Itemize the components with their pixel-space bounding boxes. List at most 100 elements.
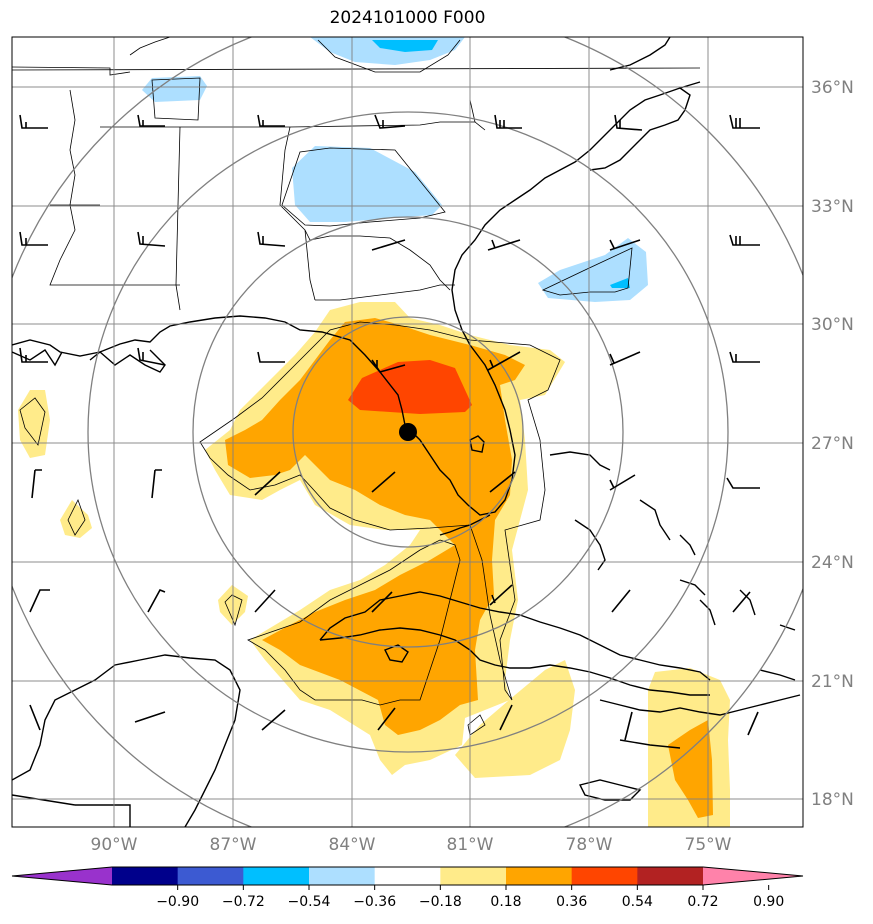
wind-barb [257,351,285,363]
storm-center-marker [399,423,417,441]
wind-barb [137,347,166,366]
wind-barb [19,231,48,246]
colorbar-segment [374,867,441,885]
wind-barbs [19,114,760,741]
range-rings [12,37,803,827]
lon-label: 75°W [685,835,732,855]
wind-barb [489,471,516,493]
wind-barb [609,474,636,491]
contour-fill-orange-main [225,318,525,735]
wind-barb [137,231,166,247]
colorbar-segment [177,867,244,885]
colorbar-label: 0.36 [556,894,587,910]
lon-label: 87°W [210,835,257,855]
lon-label: 81°W [447,835,494,855]
longitude-labels: 90°W 87°W 84°W 81°W 78°W 75°W [91,835,732,855]
wind-barb [257,114,285,127]
wind-barb [257,231,286,247]
state-borders [12,37,701,311]
contour-fill-orange-se [668,720,713,818]
colorbar-segment [571,867,638,885]
colorbar-extend-low [12,867,112,885]
colorbar-label: −0.72 [222,894,265,910]
wind-barb [611,589,631,613]
wind-barb [487,351,521,371]
wind-barb [147,588,166,613]
wind-barb [747,711,759,736]
wind-barb [624,711,633,741]
wind-barb [134,711,166,723]
colorbar-segment [440,867,507,885]
lat-label: 21°N [811,672,854,692]
plot-border [11,36,804,828]
wind-barb [729,234,760,246]
wind-barb [729,351,760,363]
colorbar-label: 0.18 [490,894,521,910]
wind-barb [29,589,50,613]
contour-fill-positive-gulf-sw [60,500,92,538]
wind-barb [609,239,641,251]
wind-barb [726,477,760,489]
contour-fill-negative-top-core [372,40,438,52]
wind-barb [609,351,641,366]
colorbar-segment [112,867,179,885]
wind-barb [374,114,406,129]
wind-barb [732,591,751,613]
lat-label: 27°N [811,434,854,454]
contour-fill-positive-gulf-west [18,390,50,458]
map-title: 2024101000 F000 [329,8,486,28]
colorbar-label: 0.72 [687,894,718,910]
colorbar-label: −0.18 [419,894,462,910]
wind-barb [261,709,286,731]
colorbar: −0.90 −0.72 −0.54 −0.36 −0.18 0.18 0.36 0.54 0.7… [11,866,804,910]
wind-barb [29,704,41,731]
wind-barb [19,347,48,363]
wind-barb [614,114,643,131]
colorbar-segment [637,867,704,885]
wind-barb [19,114,48,129]
coastlines [12,37,801,827]
lat-label: 30°N [811,315,854,335]
colorbar-label: 0.90 [753,894,784,910]
colorbar-segment [506,867,573,885]
colorbar-segment [309,867,376,885]
colorbar-label: −0.54 [288,894,331,910]
wind-barb [137,114,165,127]
wind-barb [254,471,281,496]
colorbar-label: 0.54 [622,894,653,910]
wind-barb [494,114,522,129]
contour-fill-positive-southeast [455,660,575,778]
wind-barb [371,591,393,613]
lon-label: 90°W [91,835,138,855]
latitude-labels: 36°N 33°N 30°N 27°N 24°N 21°N 18°N [811,78,854,810]
wind-barb [151,469,162,499]
contour-fill-red-core [348,360,472,414]
contour-fill-negative-georgia [292,146,442,222]
wind-barb [377,707,396,731]
lon-label: 84°W [329,835,376,855]
gridlines [12,37,803,827]
colorbar-extend-high [703,867,803,885]
wind-barb [729,114,760,129]
lat-label: 33°N [811,197,854,217]
wind-barb [254,589,276,613]
colorbar-label: −0.90 [156,894,199,910]
lat-label: 24°N [811,553,854,573]
colorbar-segment [243,867,310,885]
wind-barb [499,704,513,731]
wind-barb [371,471,396,493]
contour-fill-negative-atlantic-core [610,278,630,288]
colorbar-outline [11,866,804,886]
contour-fill-negative-northwest [142,76,207,102]
lat-label: 36°N [811,78,854,98]
colorbar-label: −0.36 [353,894,396,910]
wind-barb [371,239,406,251]
wind-barb [371,359,406,373]
lon-label: 78°W [566,835,613,855]
lat-label: 18°N [811,790,854,810]
wind-barb [489,584,513,606]
filled-contours [18,37,730,827]
wind-barb [487,239,521,251]
wind-barb [31,469,42,499]
